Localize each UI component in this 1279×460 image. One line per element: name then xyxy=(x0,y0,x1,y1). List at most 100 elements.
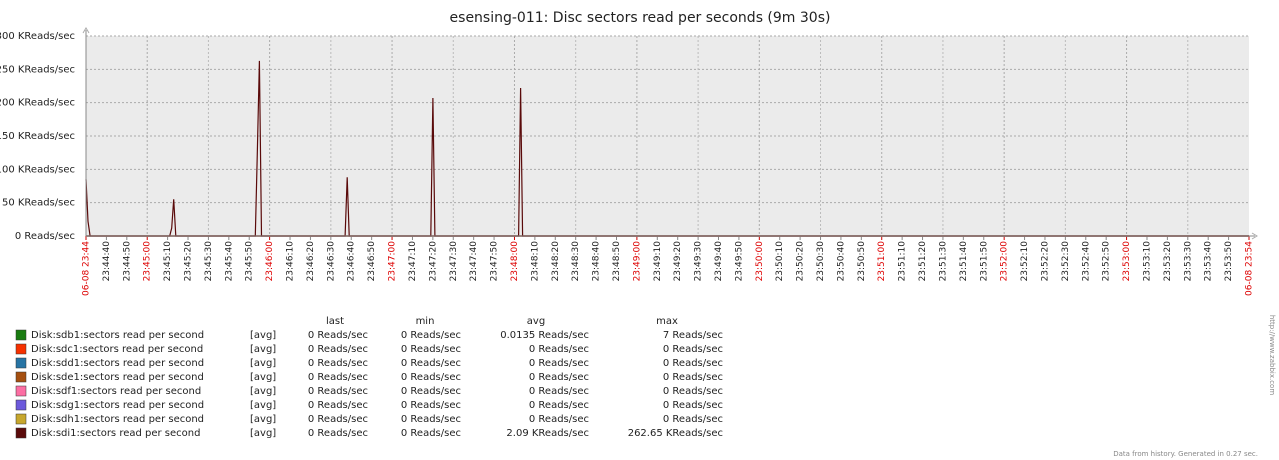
legend-min: 0 Reads/sec xyxy=(401,344,461,355)
x-tick-label: 06-08 23:54 xyxy=(1245,241,1255,296)
x-tick-label: 23:50:00 xyxy=(755,241,765,282)
legend-name: Disk:sdh1:sectors read per second xyxy=(31,414,204,425)
x-tick-label: 23:52:40 xyxy=(1081,241,1091,282)
legend-avg: 2.09 KReads/sec xyxy=(506,428,589,439)
legend-header: max xyxy=(656,316,678,327)
x-tick-label: 23:51:30 xyxy=(938,241,948,282)
x-tick-label: 23:47:50 xyxy=(490,241,500,282)
x-tick-label: 23:49:40 xyxy=(714,241,724,282)
y-tick-label: 0 Reads/sec xyxy=(15,231,75,242)
x-tick-label: 23:45:00 xyxy=(143,241,153,282)
x-tick-label: 23:46:20 xyxy=(306,241,316,282)
y-tick-label: 100 KReads/sec xyxy=(0,164,75,175)
legend-name: Disk:sdf1:sectors read per second xyxy=(31,386,201,397)
x-tick-label: 23:49:00 xyxy=(632,241,642,282)
watermark: http://www.zabbix.com xyxy=(1268,315,1276,395)
x-tick-label: 23:47:40 xyxy=(469,241,479,282)
legend-swatch xyxy=(15,399,27,411)
x-tick-label: 23:47:20 xyxy=(428,241,438,282)
x-tick-label: 23:46:10 xyxy=(286,241,296,282)
x-tick-label: 23:45:40 xyxy=(224,241,234,282)
x-tick-label: 23:46:00 xyxy=(265,241,275,282)
legend-swatch xyxy=(15,357,27,369)
x-tick-label: 23:49:30 xyxy=(694,241,704,282)
x-tick-label: 23:53:30 xyxy=(1183,241,1193,282)
grid xyxy=(85,35,1250,240)
x-tick-label: 23:51:50 xyxy=(979,241,989,282)
legend-name: Disk:sdc1:sectors read per second xyxy=(31,344,203,355)
x-tick-label: 23:52:30 xyxy=(1061,241,1071,282)
legend-max: 0 Reads/sec xyxy=(663,400,723,411)
x-tick-label: 23:46:30 xyxy=(326,241,336,282)
x-tick-label: 23:53:20 xyxy=(1163,241,1173,282)
x-tick-label: 23:48:30 xyxy=(571,241,581,282)
legend-max: 0 Reads/sec xyxy=(663,414,723,425)
x-tick-label: 23:50:50 xyxy=(857,241,867,282)
legend-last: 0 Reads/sec xyxy=(308,386,368,397)
x-tick-label: 23:48:50 xyxy=(612,241,622,282)
x-tick-label: 23:48:20 xyxy=(551,241,561,282)
x-tick-label: 23:44:40 xyxy=(102,241,112,282)
x-tick-label: 23:50:40 xyxy=(836,241,846,282)
y-tick-label: 250 KReads/sec xyxy=(0,64,75,75)
x-tick-label: 23:46:40 xyxy=(347,241,357,282)
x-tick-label: 23:53:40 xyxy=(1204,241,1214,282)
x-tick-label: 23:44:50 xyxy=(122,241,132,282)
legend-avg: 0 Reads/sec xyxy=(529,400,589,411)
x-tick-label: 23:45:10 xyxy=(163,241,173,282)
legend-min: 0 Reads/sec xyxy=(401,400,461,411)
y-tick-label: 300 KReads/sec xyxy=(0,31,75,42)
x-tick-label: 23:47:10 xyxy=(408,241,418,282)
x-tick-label: 23:49:10 xyxy=(653,241,663,282)
legend-function: [avg] xyxy=(250,414,276,425)
legend-max: 262.65 KReads/sec xyxy=(628,428,723,439)
legend-avg: 0 Reads/sec xyxy=(529,414,589,425)
legend-max: 0 Reads/sec xyxy=(663,386,723,397)
x-tick-label: 23:48:40 xyxy=(592,241,602,282)
legend-swatch xyxy=(15,329,27,341)
legend-max: 0 Reads/sec xyxy=(663,344,723,355)
x-tick-label: 23:49:50 xyxy=(734,241,744,282)
legend-max: 0 Reads/sec xyxy=(663,358,723,369)
legend-min: 0 Reads/sec xyxy=(401,428,461,439)
legend-name: Disk:sdg1:sectors read per second xyxy=(31,400,204,411)
legend-max: 0 Reads/sec xyxy=(663,372,723,383)
legend-last: 0 Reads/sec xyxy=(308,330,368,341)
legend-avg: 0 Reads/sec xyxy=(529,372,589,383)
x-tick-label: 23:53:00 xyxy=(1122,241,1132,282)
legend-function: [avg] xyxy=(250,386,276,397)
x-tick-label: 23:51:20 xyxy=(918,241,928,282)
x-tick-label: 23:53:10 xyxy=(1142,241,1152,282)
legend-max: 7 Reads/sec xyxy=(663,330,723,341)
x-tick-label: 23:51:10 xyxy=(898,241,908,282)
x-tick-label: 23:45:30 xyxy=(204,241,214,282)
legend-function: [avg] xyxy=(250,344,276,355)
x-tick-label: 23:52:00 xyxy=(1000,241,1010,282)
x-tick-label: 23:46:50 xyxy=(367,241,377,282)
x-tick-label: 23:45:20 xyxy=(184,241,194,282)
legend-avg: 0 Reads/sec xyxy=(529,386,589,397)
legend-avg: 0 Reads/sec xyxy=(529,344,589,355)
legend-last: 0 Reads/sec xyxy=(308,358,368,369)
legend-swatch xyxy=(15,385,27,397)
x-tick-label: 23:47:30 xyxy=(449,241,459,282)
x-tick-label: 23:47:00 xyxy=(388,241,398,282)
legend-min: 0 Reads/sec xyxy=(401,414,461,425)
legend-min: 0 Reads/sec xyxy=(401,358,461,369)
legend-header: last xyxy=(326,316,344,327)
legend-function: [avg] xyxy=(250,400,276,411)
legend-swatch xyxy=(15,371,27,383)
x-tick-label: 23:50:20 xyxy=(796,241,806,282)
legend-swatch xyxy=(15,343,27,355)
x-tick-label: 23:45:50 xyxy=(245,241,255,282)
legend-name: Disk:sdb1:sectors read per second xyxy=(31,330,204,341)
legend-name: Disk:sdi1:sectors read per second xyxy=(31,428,200,439)
x-tick-label: 23:51:00 xyxy=(877,241,887,282)
legend-min: 0 Reads/sec xyxy=(401,386,461,397)
legend-name: Disk:sde1:sectors read per second xyxy=(31,372,204,383)
chart-title: esensing-011: Disc sectors read per seco… xyxy=(450,10,831,26)
x-tick-label: 23:52:50 xyxy=(1102,241,1112,282)
y-tick-label: 50 KReads/sec xyxy=(2,198,75,209)
